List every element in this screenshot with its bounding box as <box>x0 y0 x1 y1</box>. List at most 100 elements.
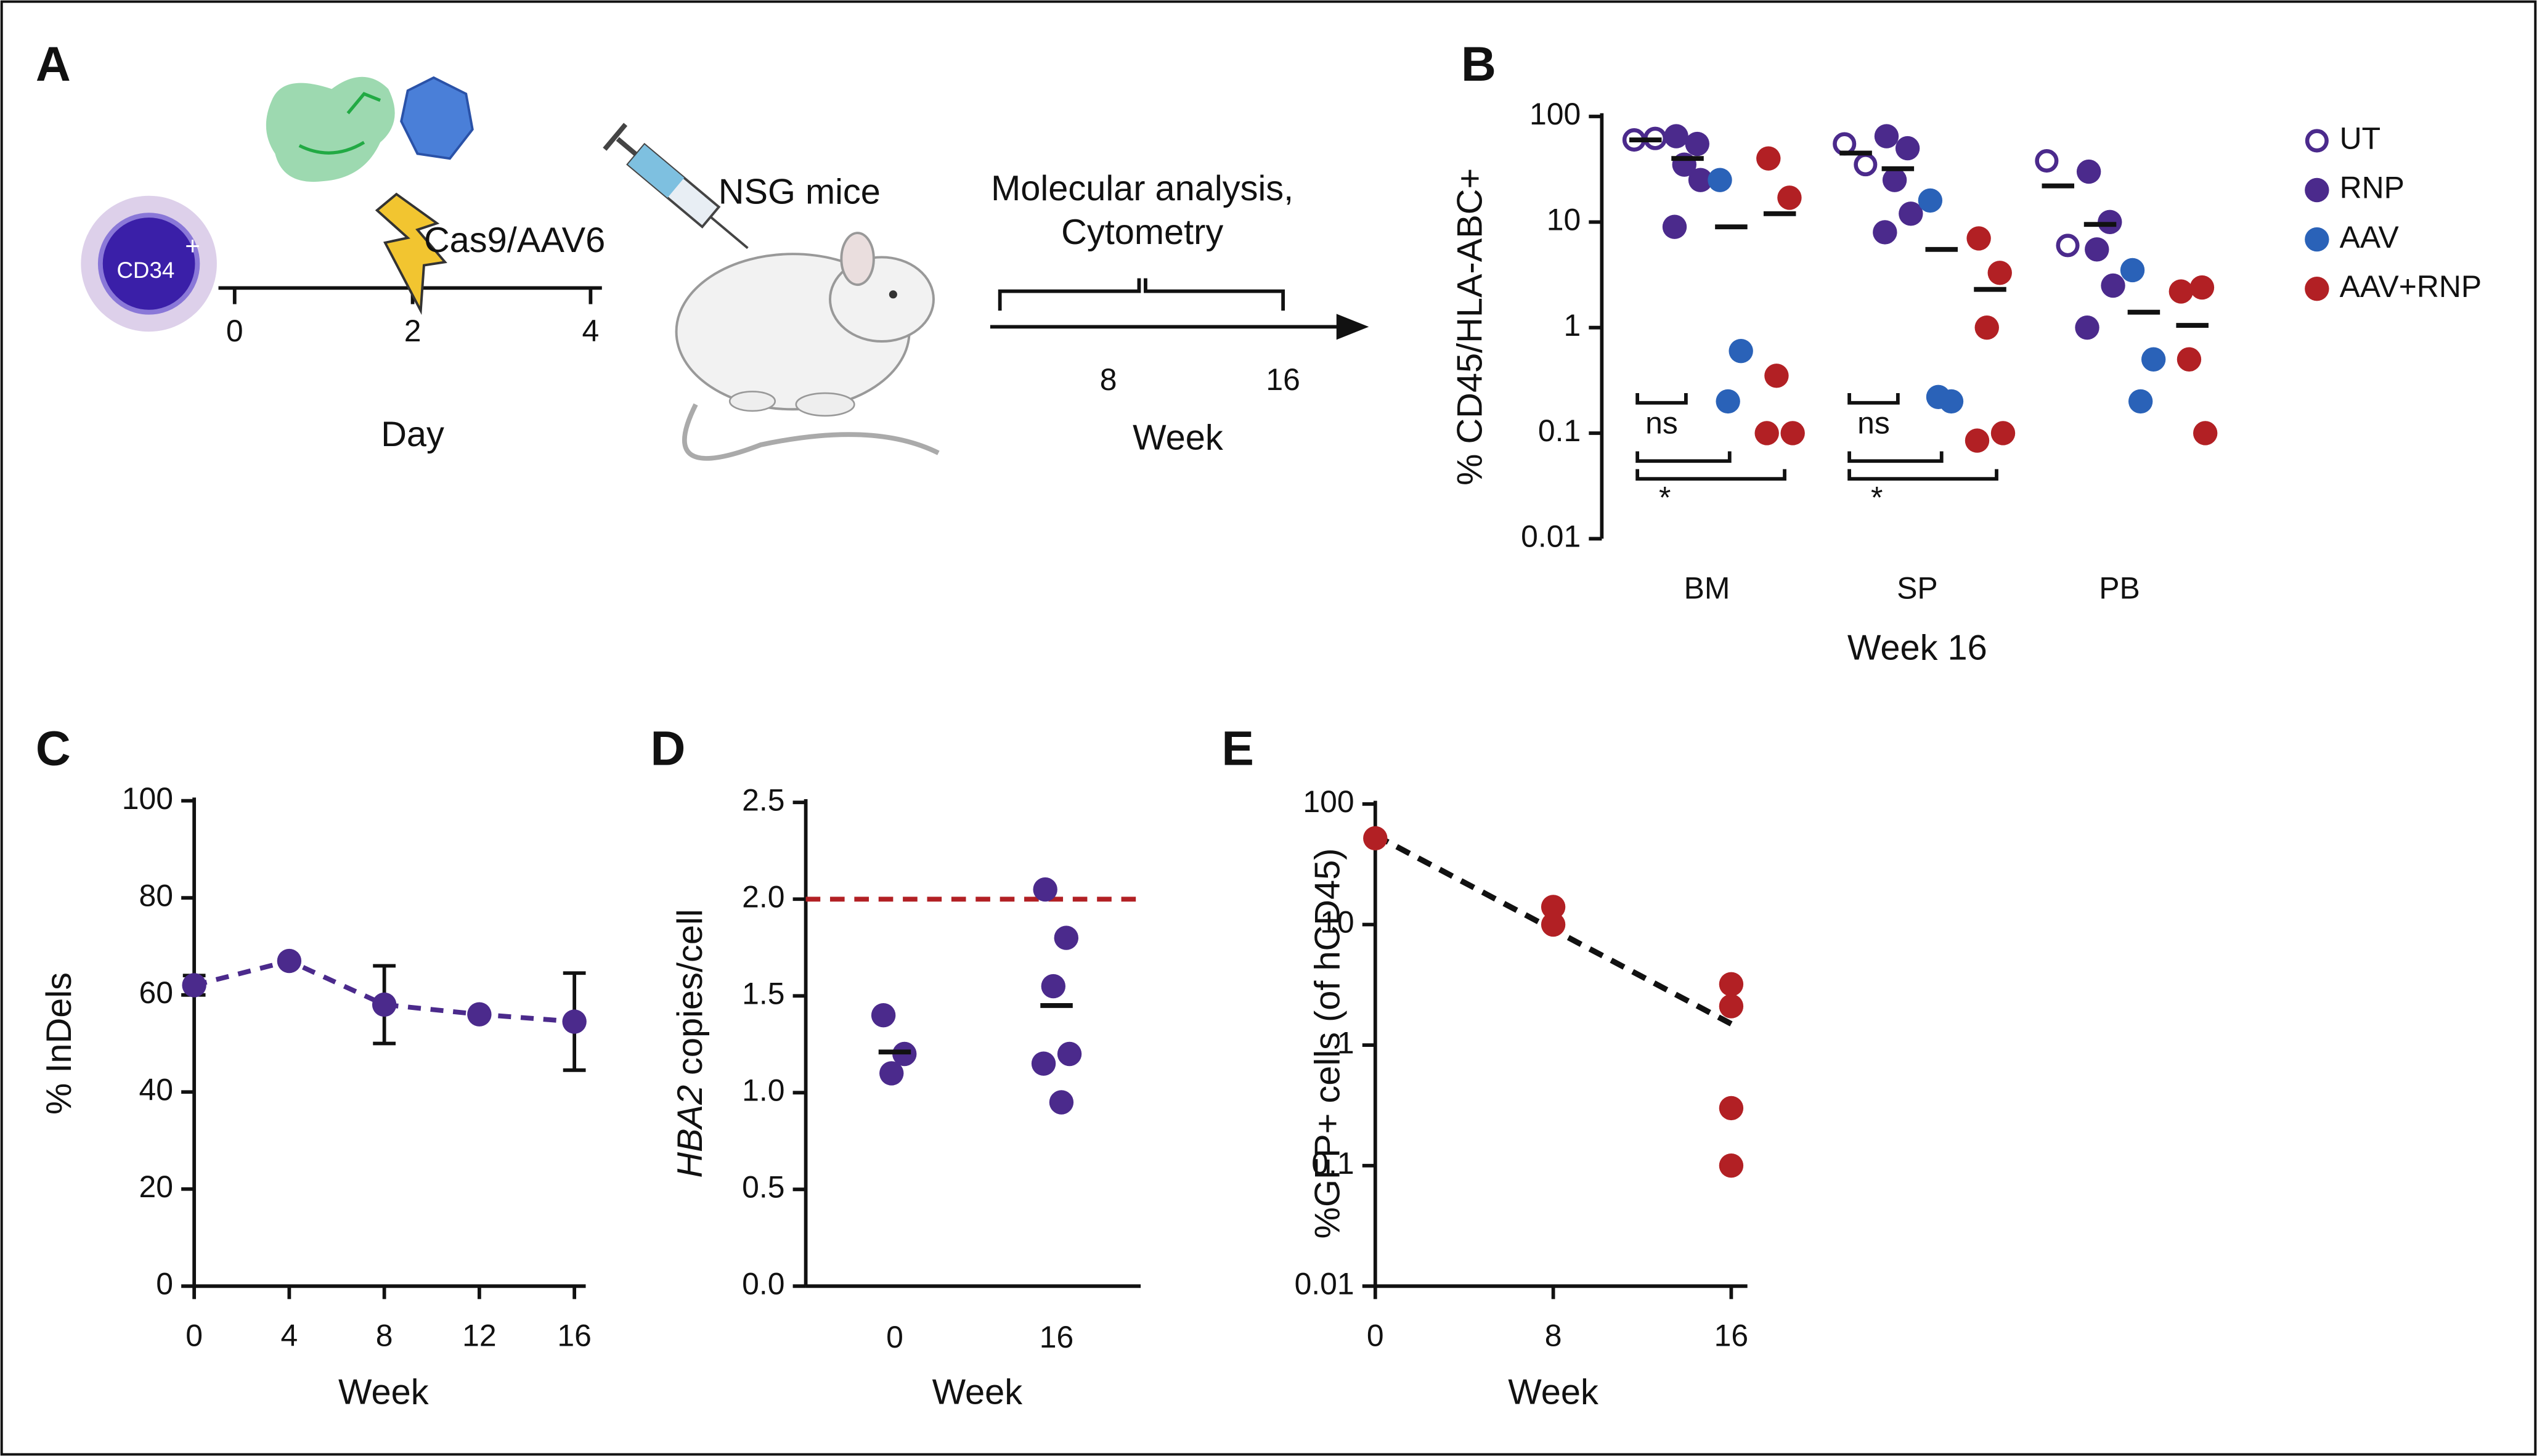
significance-label: * <box>1659 480 1671 514</box>
x-tick-label: 8 <box>376 1319 393 1353</box>
data-point <box>879 1061 904 1086</box>
data-point <box>2141 347 2166 372</box>
data-point <box>2168 279 2194 304</box>
data-point <box>1664 124 1688 148</box>
data-point <box>871 1003 896 1028</box>
data-point <box>1363 826 1388 851</box>
data-point <box>1966 226 1991 251</box>
y-tick-label: 1.5 <box>742 976 784 1011</box>
data-point <box>2189 275 2215 300</box>
data-point <box>2120 258 2145 283</box>
data-point <box>1719 1153 1744 1178</box>
analysis-label: Cytometry <box>1061 213 1223 252</box>
x-axis-label: Week <box>932 1372 1023 1412</box>
y-tick-label: 10 <box>1547 203 1581 237</box>
legend-label: UT <box>2340 121 2380 156</box>
y-tick-label: 2.5 <box>742 783 784 817</box>
legend-marker <box>2305 276 2329 301</box>
data-point <box>1918 188 1943 213</box>
day-tick-label: 4 <box>582 314 600 348</box>
data-point <box>1899 201 1923 226</box>
significance-bracket <box>1635 469 1786 481</box>
data-point <box>1057 1041 1082 1067</box>
y-tick-label: 0.1 <box>1538 413 1581 448</box>
week-tick-label: 16 <box>1266 362 1300 397</box>
data-point <box>1541 895 1566 919</box>
y-axis-label: %GFP+ cells (of hCD45) <box>1308 848 1348 1239</box>
x-tick-label: SP <box>1897 571 1938 605</box>
data-point <box>1990 421 2016 445</box>
data-point <box>1033 877 1057 902</box>
data-point <box>372 992 397 1017</box>
x-axis-label: Week <box>338 1372 429 1412</box>
y-tick-label: 0.5 <box>742 1169 784 1204</box>
data-point <box>1874 124 1899 148</box>
panel-b: B 0.01 0.1 1 10 100 % CD45/HLA-ABC+ Week 16 BM SP… <box>1451 37 2482 668</box>
y-axis-label-text: copies/cell <box>670 909 710 1075</box>
significance-bracket <box>1635 393 1688 405</box>
y-axis-label: HBA2 copies/cell <box>670 909 710 1177</box>
cell-inner <box>97 213 200 315</box>
significance-label: ns <box>1645 406 1678 441</box>
legend-marker <box>2305 227 2329 252</box>
y-tick-label: 40 <box>139 1072 173 1107</box>
data-point <box>1873 220 1897 245</box>
data-point <box>1054 925 1078 950</box>
data-point <box>1708 168 1732 192</box>
y-tick-label: 1.0 <box>742 1073 784 1107</box>
data-point <box>277 948 302 974</box>
data-point <box>1754 421 1779 445</box>
y-axis-label: % CD45/HLA-ABC+ <box>1451 168 1490 486</box>
panel-a: A CD34 + 0 2 4 Day Cas9/AAV6 NSG mice <box>36 37 1369 461</box>
y-tick-label: 80 <box>139 878 173 913</box>
model-label: NSG mice <box>719 172 881 211</box>
data-point <box>1882 168 1907 192</box>
y-tick-label: 10 <box>1320 905 1354 940</box>
y-axis-label: % InDels <box>39 972 79 1115</box>
data-point <box>2075 315 2099 340</box>
data-point <box>1688 168 1713 192</box>
data-point <box>2056 234 2080 258</box>
cell-sup: + <box>185 231 200 260</box>
x-tick-label: BM <box>1684 571 1730 605</box>
x-tick-label: 12 <box>462 1319 496 1353</box>
legend-marker <box>2305 129 2329 153</box>
line <box>193 958 575 1024</box>
data-point <box>2035 148 2059 173</box>
y-tick-label: 100 <box>1303 784 1354 819</box>
aav-capsid <box>400 76 474 160</box>
analysis-label: Molecular analysis, <box>991 169 1293 208</box>
data-point <box>1729 338 1753 364</box>
data-point <box>1965 428 1990 453</box>
panel-d: D 0.0 0.5 1.0 1.5 2.0 2.5 HBA2 copies/cell Week 0 1… <box>651 722 1141 1412</box>
y-tick-label: 0.1 <box>1311 1146 1354 1181</box>
significance-bracket <box>1847 451 1944 463</box>
data-point <box>182 973 206 998</box>
data-point <box>1031 1051 1056 1076</box>
x-axis-label: Week 16 <box>1847 628 1987 668</box>
y-tick-label: 2.0 <box>742 879 784 914</box>
x-tick-label: 8 <box>1545 1319 1562 1353</box>
week-arrow <box>1336 314 1369 340</box>
x-tick-label: 0 <box>1367 1319 1384 1353</box>
significance-bracket <box>1847 393 1900 405</box>
y-tick-label: 0.01 <box>1521 519 1581 553</box>
significance-bracket <box>1635 451 1732 463</box>
panel-label: B <box>1461 37 1496 91</box>
mouse <box>675 232 940 461</box>
data-point <box>1541 912 1566 937</box>
week-label: Week <box>1133 418 1223 457</box>
y-tick-label: 0 <box>156 1266 173 1301</box>
week-tick-label: 8 <box>1100 362 1117 397</box>
y-tick-label: 1 <box>1337 1025 1354 1060</box>
data-point <box>1041 974 1065 999</box>
data-point <box>1926 384 1951 410</box>
legend-label: RNP <box>2340 171 2405 205</box>
panel-label: C <box>36 722 71 776</box>
significance-label: * <box>1871 480 1883 514</box>
brace <box>998 278 1285 311</box>
x-tick-label: 0 <box>886 1320 903 1354</box>
y-tick-label: 100 <box>122 781 173 816</box>
x-tick-label: 16 <box>1714 1319 1748 1353</box>
